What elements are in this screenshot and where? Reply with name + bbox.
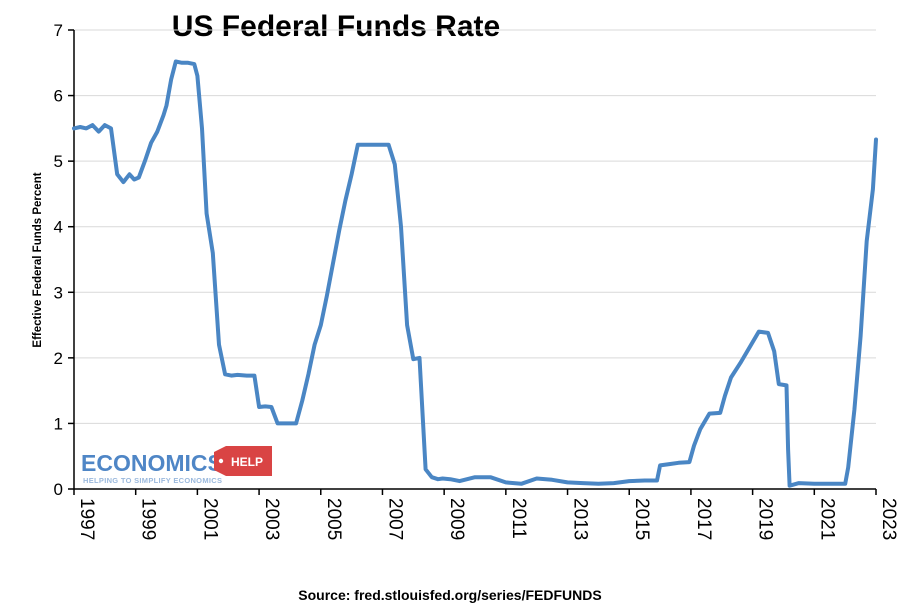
y-tick-label: 1	[54, 414, 63, 433]
x-tick-labels: 1997 1999 2001 2003 2005 2007 2009 2011 2013 2015…	[76, 498, 899, 540]
x-tick-label: 2011	[508, 498, 529, 539]
logo-text: ECONOMICS	[81, 450, 223, 476]
logo-badge-text: HELP	[231, 455, 263, 469]
chart-title: US Federal Funds Rate	[172, 10, 500, 43]
source-note: Source: fred.stlouisfed.org/series/FEDFU…	[298, 587, 601, 603]
y-tick-labels: 0 1 2 3 4 5 6 7	[54, 21, 63, 499]
x-tick-label: 2005	[323, 498, 344, 540]
y-tick-label: 7	[54, 21, 63, 40]
x-tick-label: 2001	[199, 498, 220, 540]
x-tick-label: 2013	[570, 498, 591, 540]
x-tick-label: 2017	[693, 498, 714, 540]
x-tick-label: 1999	[138, 498, 159, 540]
y-tick-label: 3	[54, 283, 63, 302]
y-tick-label: 5	[54, 152, 63, 171]
x-tick-label: 2021	[816, 498, 837, 540]
logo-tag-shape	[214, 446, 272, 476]
y-tick-label: 2	[54, 349, 63, 368]
tick-marks	[68, 29, 877, 495]
x-tick-label: 2003	[261, 498, 282, 540]
y-tick-label: 6	[54, 87, 63, 106]
x-tick-label: 2009	[446, 498, 467, 540]
y-tick-label: 4	[54, 218, 63, 237]
x-tick-label: 2015	[631, 498, 652, 540]
x-tick-label: 2023	[878, 498, 899, 540]
x-tick-label: 2007	[384, 498, 405, 540]
y-axis-label: Effective Federal Funds Percent	[32, 172, 44, 347]
logo-badge: HELP	[214, 446, 272, 476]
gridlines	[74, 29, 876, 424]
x-tick-label: 1997	[76, 498, 97, 540]
y-tick-label: 0	[54, 480, 63, 499]
economics-help-logo: ECONOMICS HELP HELPING TO SIMPLIFY ECONO…	[81, 446, 272, 485]
logo-tag-hole-icon	[218, 458, 224, 464]
series-line	[72, 59, 878, 488]
x-tick-label: 2019	[755, 498, 776, 540]
logo-tagline: HELPING TO SIMPLIFY ECONOMICS	[83, 476, 222, 485]
